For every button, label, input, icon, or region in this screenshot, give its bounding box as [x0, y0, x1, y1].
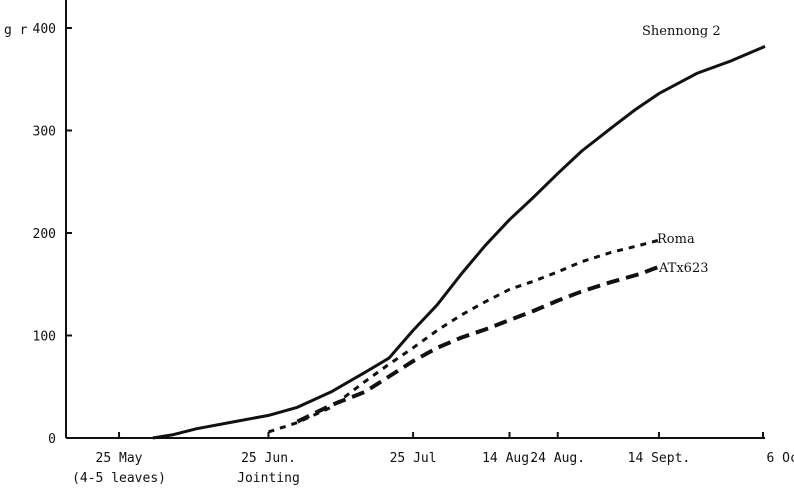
x-tick-label: 25 May [96, 451, 143, 466]
series-line-roma [268, 238, 660, 434]
series-line-atx623 [296, 264, 660, 424]
y-tick-label: 300 [33, 125, 56, 140]
annotation-shennong-2: Shennong 2 [642, 24, 721, 39]
x-tick-label: 14 Sept. [628, 451, 691, 466]
x-tick-label: 14 Aug. [482, 451, 537, 466]
x-tick-label: 25 Jun. [241, 451, 296, 466]
y-tick-label: 200 [33, 227, 56, 242]
x-tick-label: 6 Oct. [767, 451, 794, 466]
annotation-roma: Roma [657, 232, 695, 247]
x-tick-sublabel: (4-5 leaves) [72, 471, 166, 486]
y-axis-label: g r [4, 23, 28, 38]
series-annotations: Shennong 2 Roma ATx623 [642, 24, 721, 276]
x-tick-label: 24 Aug. [530, 451, 585, 466]
x-tick-sublabel: Jointing [237, 471, 300, 486]
y-tick-label: 100 [33, 330, 56, 345]
x-ticks: 25 May (4-5 leaves) 25 Jun. Jointing 25 Jul 1… [72, 432, 794, 486]
series-lines [152, 45, 766, 440]
y-tick-label: 0 [48, 432, 56, 447]
y-tick-label: 400 [33, 22, 56, 37]
annotation-atx623: ATx623 [658, 261, 709, 276]
series-line-shennong-2 [152, 45, 766, 440]
y-ticks: 0 100 200 300 400 [33, 22, 72, 447]
x-tick-label: 25 Jul [390, 451, 437, 466]
axes [65, 0, 765, 439]
